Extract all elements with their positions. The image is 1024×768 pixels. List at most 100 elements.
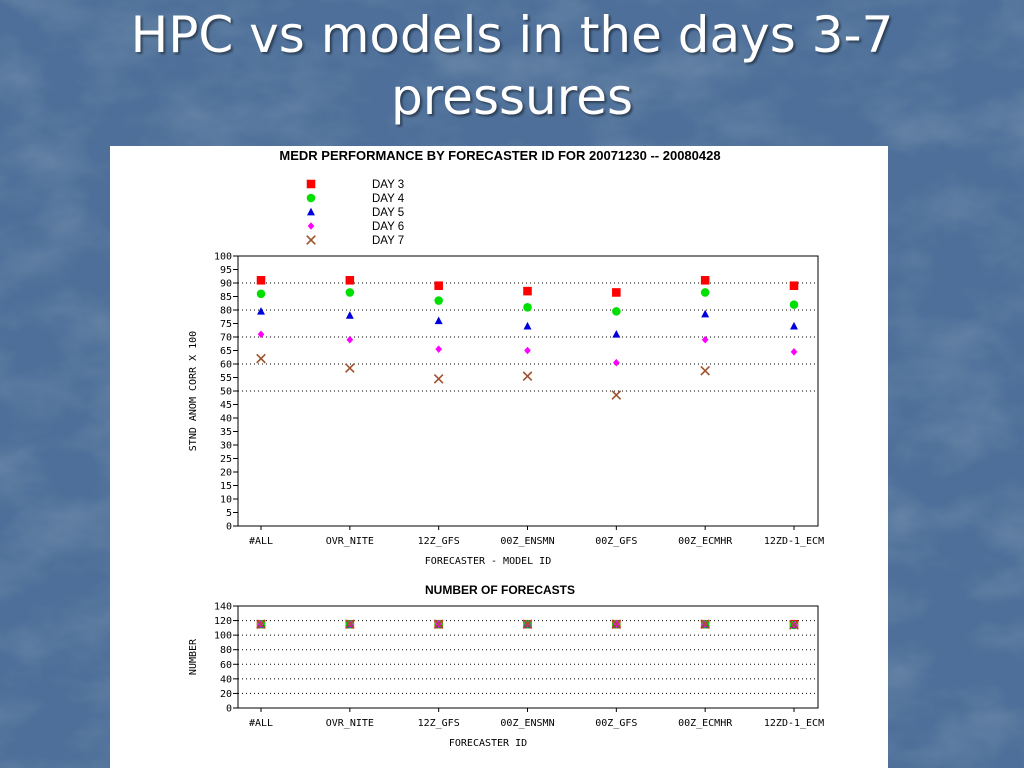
top-chart-point-day-4 — [523, 303, 532, 312]
top-chart-y-tick-label: 45 — [220, 400, 232, 411]
legend-label-day-3: DAY 3 — [372, 179, 404, 191]
bottom-chart-y-tick-label: 40 — [220, 674, 232, 685]
top-chart-point-day-4 — [700, 288, 710, 297]
bottom-chart-x-tick-label: 12Z_GFS — [418, 718, 460, 729]
bottom-chart-point-day-7 — [344, 619, 355, 630]
legend-label-day-6: DAY 6 — [372, 221, 404, 233]
legend-label-day-7: DAY 7 — [372, 235, 404, 247]
bottom-chart-point-day-7 — [522, 619, 533, 630]
legend-marker-day-3 — [306, 179, 316, 189]
top-chart-y-tick-label: 85 — [220, 292, 232, 303]
top-chart-point-day-7 — [256, 353, 266, 364]
bottom-chart-x-tick-label: 00Z_ECMHR — [678, 718, 733, 729]
top-chart-point-day-6 — [701, 335, 709, 344]
bottom-chart-point-day-7 — [611, 619, 622, 630]
top-chart-title: MEDR PERFORMANCE BY FORECASTER ID FOR 20… — [279, 148, 720, 163]
top-chart-point-day-6 — [613, 358, 620, 367]
bottom-chart-x-tick-label: #ALL — [249, 718, 273, 729]
bottom-chart-x-tick-label: 00Z_ENSMN — [500, 718, 554, 729]
top-chart-y-tick-label: 30 — [220, 441, 232, 452]
top-chart-point-day-7 — [611, 390, 622, 400]
top-chart-x-tick-label: 00Z_ECMHR — [678, 536, 733, 547]
top-chart-y-tick-label: 100 — [214, 252, 232, 263]
top-chart-point-day-7 — [522, 371, 533, 381]
top-chart-point-day-5 — [701, 309, 710, 318]
top-chart-point-day-3 — [256, 276, 266, 285]
top-chart-point-day-7 — [433, 374, 444, 384]
top-chart-y-tick-label: 55 — [220, 373, 232, 384]
top-chart-y-tick-label: 35 — [220, 427, 232, 438]
top-chart-y-tick-label: 90 — [220, 279, 232, 290]
chart-panel: MEDR PERFORMANCE BY FORECASTER ID FOR 20… — [110, 146, 888, 768]
slide-title-line-1: HPC vs models in the days 3-7 — [130, 6, 894, 64]
top-chart-point-day-7 — [700, 365, 711, 376]
bottom-chart-point-day-7 — [256, 619, 266, 630]
top-chart-y-tick-label: 75 — [220, 319, 232, 330]
bottom-chart-y-axis-label: NUMBER — [188, 638, 199, 675]
top-chart-point-day-6 — [435, 345, 442, 353]
top-chart-y-tick-label: 95 — [220, 265, 232, 276]
chart-figure: MEDR PERFORMANCE BY FORECASTER ID FOR 20… — [188, 148, 824, 750]
top-chart-point-day-6 — [257, 330, 265, 339]
legend-label-day-4: DAY 4 — [372, 193, 405, 205]
top-chart-point-day-3 — [523, 286, 532, 296]
top-chart-point-day-4 — [612, 307, 621, 316]
top-chart-y-tick-label: 60 — [220, 360, 232, 371]
top-chart-point-day-5 — [345, 311, 354, 319]
bottom-chart-y-tick-label: 140 — [214, 602, 232, 613]
top-chart-point-day-6 — [524, 346, 531, 355]
top-chart-y-tick-label: 40 — [220, 414, 232, 425]
bottom-chart-x-tick-label: OVR_NITE — [326, 718, 374, 729]
bottom-chart-y-tick-label: 0 — [226, 704, 232, 715]
bottom-chart-x-tick-label: 12ZD-1_ECM — [764, 718, 824, 729]
top-chart-point-day-4 — [345, 288, 355, 297]
top-chart-point-day-5 — [790, 321, 798, 330]
top-chart-x-tick-label: #ALL — [249, 536, 273, 547]
top-chart-x-tick-label: 12ZD-1_ECM — [764, 536, 824, 547]
slide-title: HPC vs models in the days 3-7 pressures — [0, 4, 1024, 128]
top-chart-x-tick-label: 00Z_GFS — [595, 536, 637, 547]
top-chart-y-tick-label: 15 — [220, 481, 232, 492]
legend-marker-day-4 — [306, 193, 316, 203]
top-chart-point-day-7 — [344, 363, 355, 373]
bottom-chart-point-day-7 — [789, 620, 799, 630]
bottom-chart-point-day-7 — [433, 619, 444, 630]
top-chart-x-tick-label: 00Z_ENSMN — [500, 536, 554, 547]
top-chart-point-day-4 — [434, 296, 443, 305]
legend-marker-day-6 — [307, 222, 315, 230]
bottom-chart-title: NUMBER OF FORECASTS — [425, 583, 575, 597]
legend-label-day-5: DAY 5 — [372, 207, 404, 219]
top-chart-point-day-3 — [700, 276, 710, 285]
top-chart-y-tick-label: 80 — [220, 306, 232, 317]
bottom-chart: 0 20 40 60 80 100 120 140 #ALL OVR_NITE 12Z_GFS 00Z… — [188, 602, 824, 750]
top-chart-point-day-3 — [345, 276, 355, 285]
top-chart-x-tick-label: 12Z_GFS — [418, 536, 460, 547]
top-chart-point-day-5 — [612, 330, 621, 338]
top-chart-y-tick-label: 10 — [220, 495, 232, 506]
top-chart-point-day-5 — [257, 307, 265, 315]
legend-marker-day-5 — [307, 207, 315, 216]
bottom-chart-y-tick-label: 120 — [214, 616, 232, 627]
top-chart-y-tick-label: 70 — [220, 333, 232, 344]
top-chart-point-day-3 — [789, 281, 799, 290]
top-chart-y-tick-label: 65 — [220, 346, 232, 357]
top-chart-point-day-3 — [434, 281, 443, 290]
top-chart-point-day-5 — [523, 321, 532, 330]
top-chart-y-tick-label: 0 — [226, 522, 232, 533]
top-chart-y-tick-label: 50 — [220, 387, 232, 398]
bottom-chart-y-tick-label: 80 — [220, 645, 232, 656]
bottom-chart-y-tick-label: 60 — [220, 660, 232, 671]
bottom-chart-point-day-7 — [700, 619, 711, 630]
top-chart-point-day-4 — [256, 289, 266, 299]
top-chart-y-tick-label: 5 — [226, 508, 232, 519]
top-chart-x-axis-label: FORECASTER - MODEL ID — [425, 556, 551, 567]
top-chart-y-tick-label: 20 — [220, 468, 232, 479]
legend: DAY 3 DAY 4 DAY 5 DAY 6 DAY 7 — [306, 179, 405, 247]
bottom-chart-x-tick-label: 00Z_GFS — [595, 718, 637, 729]
top-chart-point-day-5 — [434, 316, 443, 325]
top-chart-point-day-6 — [346, 335, 354, 344]
top-chart-x-tick-label: OVR_NITE — [326, 536, 374, 547]
top-chart-point-day-3 — [612, 288, 621, 297]
top-chart-point-day-4 — [789, 300, 799, 309]
top-chart-y-tick-label: 25 — [220, 454, 232, 465]
